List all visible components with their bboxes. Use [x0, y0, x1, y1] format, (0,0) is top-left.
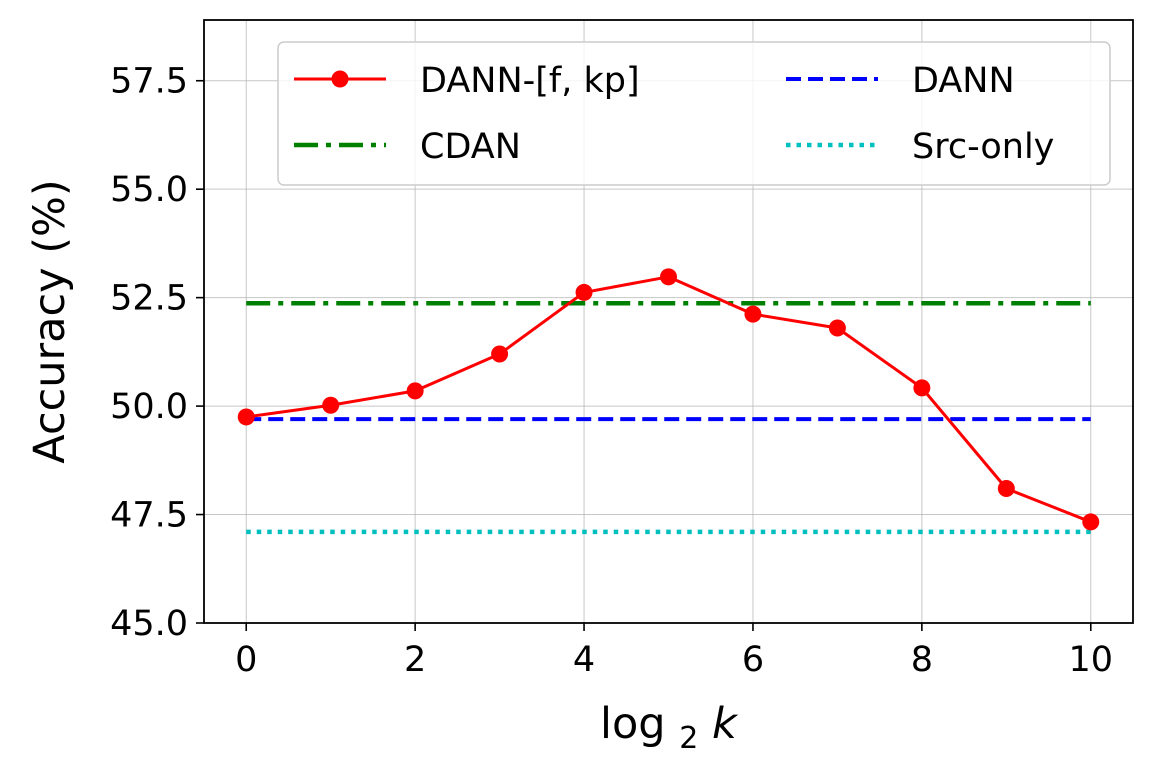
- x-axis-label-base: log: [600, 699, 666, 749]
- data-point: [575, 283, 593, 301]
- series-line: [246, 275, 1092, 524]
- y-tick-label: 50.0: [110, 387, 188, 427]
- x-tick-label: 6: [742, 640, 764, 680]
- axis-ticks: 0 2 4 6 8 10 45.0 47.5 50.0 52.5 55.0 57.5: [110, 62, 1113, 680]
- legend-marker: [331, 70, 349, 88]
- x-tick-label: 10: [1068, 640, 1113, 680]
- data-point: [660, 268, 677, 286]
- legend-box: [277, 41, 1111, 186]
- legend-label: CDAN: [420, 127, 521, 167]
- x-axis-label-variable: k: [712, 699, 739, 749]
- data-point: [491, 345, 509, 363]
- legend-label: Src-only: [912, 127, 1054, 167]
- x-axis-label-subscript: 2: [679, 721, 698, 756]
- y-tick-label: 47.5: [110, 496, 188, 536]
- data-point: [322, 396, 340, 414]
- y-tick-label: 55.0: [110, 170, 188, 210]
- x-axis-label: log 2 k: [600, 699, 739, 759]
- legend: DANN-[f, kp] CDAN DANN Src-only: [277, 41, 1111, 186]
- y-tick-label: 45.0: [110, 604, 188, 644]
- data-point: [406, 382, 424, 400]
- y-axis-label: Accuracy (%): [25, 179, 75, 463]
- legend-label: DANN: [912, 61, 1015, 101]
- series-dann-f-kp: [237, 268, 1100, 531]
- data-point: [744, 305, 762, 323]
- plot-frame: [203, 19, 1134, 624]
- data-point: [997, 480, 1015, 498]
- x-tick-label: 4: [573, 640, 595, 680]
- data-point: [828, 319, 846, 337]
- legend-entry: DANN: [786, 61, 1015, 101]
- legend-entry: Src-only: [786, 127, 1054, 167]
- y-tick-label: 52.5: [110, 279, 188, 319]
- legend-entry: DANN-[f, kp]: [294, 61, 640, 101]
- data-point: [237, 408, 255, 426]
- data-point: [1082, 513, 1100, 531]
- series-layer: [237, 268, 1100, 535]
- legend-entry: CDAN: [294, 127, 521, 167]
- x-tick-label: 0: [235, 640, 257, 680]
- y-tick-label: 57.5: [110, 62, 188, 102]
- legend-label: DANN-[f, kp]: [420, 61, 640, 101]
- x-tick-label: 2: [404, 640, 426, 680]
- x-tick-label: 8: [911, 640, 933, 680]
- data-point: [913, 379, 931, 397]
